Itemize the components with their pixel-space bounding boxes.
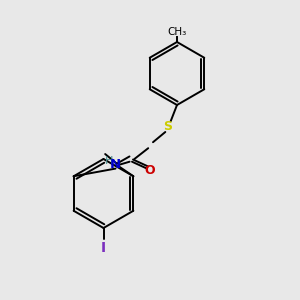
Text: I: I	[101, 241, 106, 255]
Text: O: O	[145, 164, 155, 177]
Text: N: N	[110, 158, 121, 171]
Text: CH₃: CH₃	[167, 27, 187, 37]
Text: S: S	[164, 120, 172, 133]
Text: H: H	[105, 156, 113, 166]
